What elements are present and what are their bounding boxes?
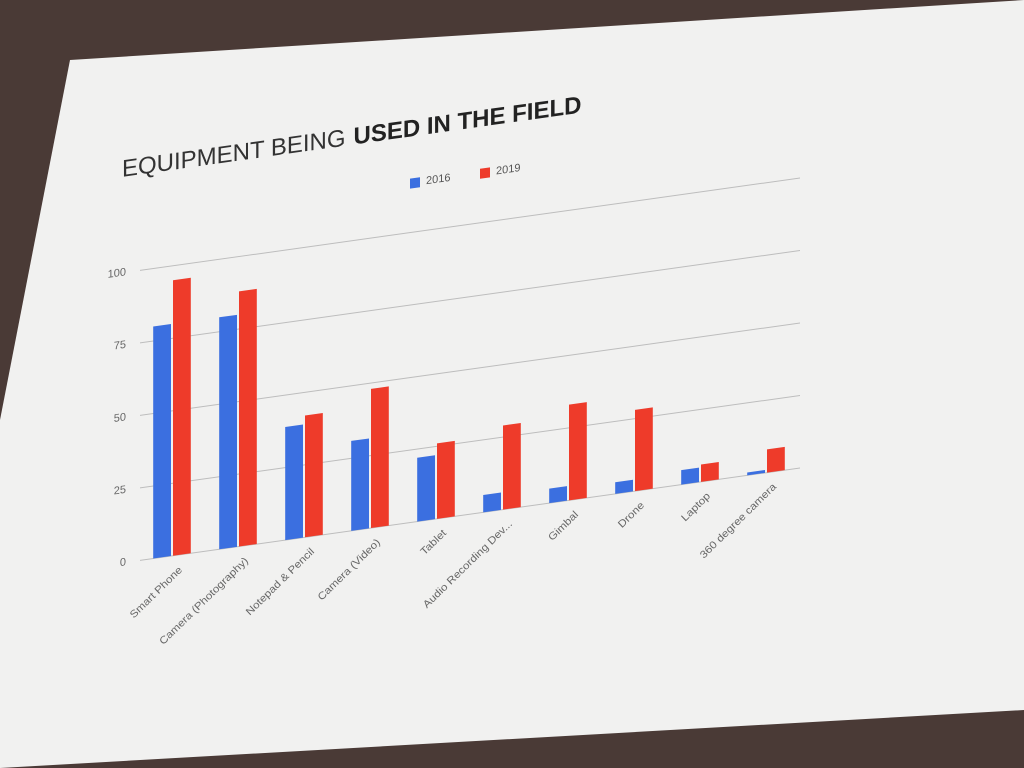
legend-label: 2019	[496, 162, 520, 177]
bar	[305, 413, 323, 538]
bar	[747, 469, 766, 476]
bar	[173, 277, 191, 556]
bar	[153, 324, 171, 559]
bar	[503, 422, 521, 510]
bar	[701, 461, 719, 482]
bar	[635, 407, 653, 492]
grid-line	[140, 177, 800, 271]
legend-label: 2016	[426, 172, 450, 187]
bar	[549, 486, 568, 504]
bar	[371, 386, 389, 529]
y-tick-label: 25	[114, 484, 126, 498]
bar	[615, 479, 634, 494]
bar	[351, 438, 370, 531]
bar	[767, 446, 785, 473]
bar	[417, 455, 436, 522]
y-tick-label: 50	[114, 411, 126, 425]
legend-swatch	[410, 177, 420, 189]
bar	[681, 467, 700, 485]
bar	[483, 492, 502, 513]
y-tick-label: 100	[108, 266, 126, 281]
bar	[239, 288, 257, 547]
bar	[437, 440, 455, 519]
y-tick-label: 0	[120, 556, 126, 569]
bar	[569, 402, 587, 501]
y-tick-label: 75	[114, 339, 126, 353]
legend-swatch	[480, 167, 490, 179]
bar	[219, 314, 237, 550]
bar	[285, 424, 304, 541]
